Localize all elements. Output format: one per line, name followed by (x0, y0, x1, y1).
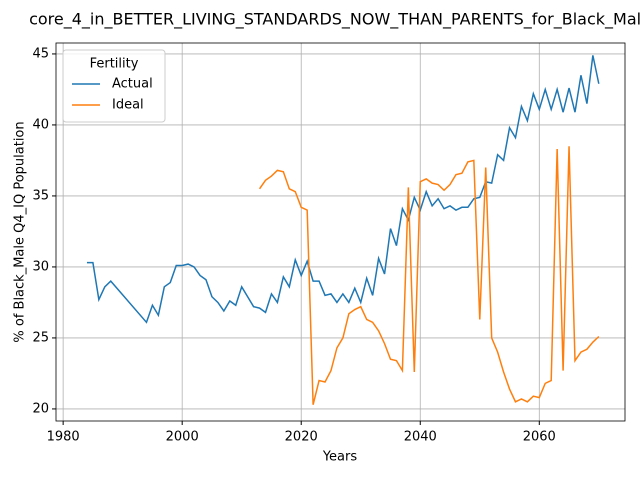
y-tick-label: 45 (32, 46, 49, 61)
x-tick-label: 2040 (404, 430, 437, 445)
data-line (258, 146, 600, 405)
legend-label: Ideal (112, 98, 144, 113)
y-tick-label: 35 (32, 188, 49, 203)
legend-box (62, 49, 166, 123)
x-tick-label: 2000 (166, 430, 199, 445)
y-tick-label: 30 (32, 259, 49, 274)
x-tick-label: 1980 (47, 430, 80, 445)
y-tick-label: 20 (32, 401, 49, 416)
y-tick-label: 25 (32, 330, 49, 345)
y-tick-label: 40 (32, 117, 49, 132)
x-tick-label: 2060 (523, 430, 556, 445)
y-axis-label: % of Black_Male Q4_IQ Population (13, 121, 28, 342)
plot-frame (55, 42, 626, 422)
legend-title: Fertility (90, 57, 139, 72)
legend-label: Actual (112, 77, 153, 92)
chart-title: core_4_in_BETTER_LIVING_STANDARDS_NOW_TH… (29, 10, 640, 30)
x-tick-label: 2020 (285, 430, 318, 445)
data-line (86, 55, 600, 324)
x-axis-label: Years (322, 450, 358, 465)
